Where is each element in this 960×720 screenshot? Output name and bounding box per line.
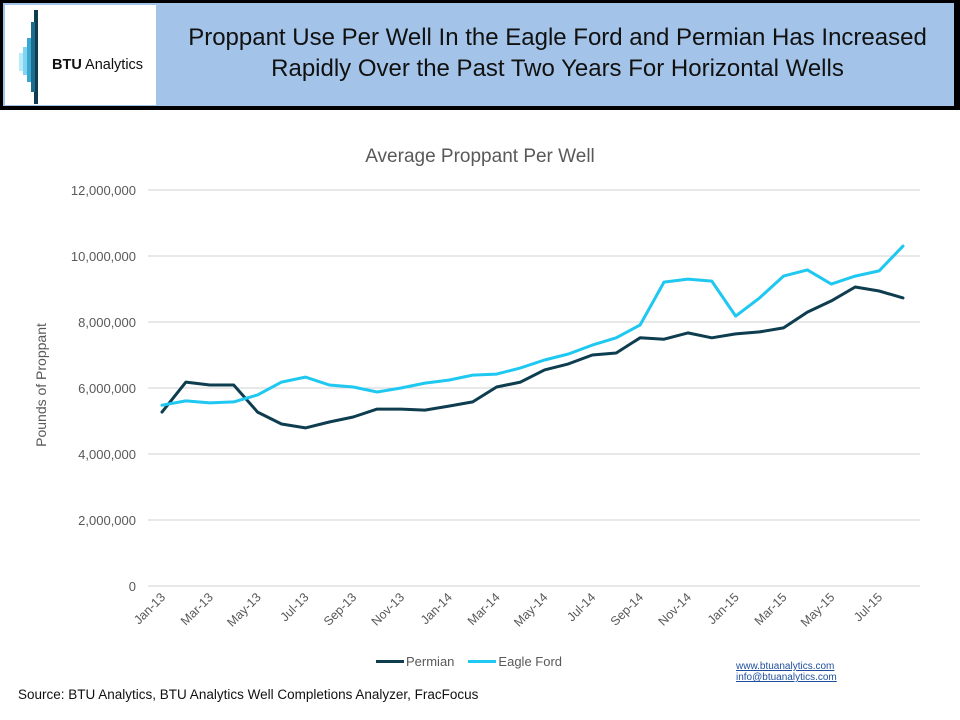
x-tick-label: Sep-14 bbox=[608, 590, 646, 628]
logo-text-rest: Analytics bbox=[81, 57, 144, 73]
legend-label-permian: Permian bbox=[406, 654, 455, 669]
x-tick-label: Nov-14 bbox=[656, 590, 694, 628]
legend-swatch-permian bbox=[376, 660, 404, 663]
logo-text: BTU Analytics bbox=[52, 57, 143, 73]
x-tick-label: May-15 bbox=[798, 590, 837, 629]
series-line-eagle-ford bbox=[160, 244, 905, 407]
website-link[interactable]: www.btuanalytics.com bbox=[736, 661, 835, 672]
legend-swatch-eagle-ford bbox=[468, 660, 497, 663]
x-tick-label: Jan-15 bbox=[705, 590, 742, 627]
x-tick-label: May-14 bbox=[511, 590, 550, 629]
logo-bar-3 bbox=[23, 47, 27, 75]
header-background bbox=[3, 3, 957, 106]
logo-bar-4 bbox=[19, 53, 23, 71]
x-tick-label: Jan-13 bbox=[131, 590, 168, 627]
x-tick-label: Mar-15 bbox=[752, 590, 790, 628]
legend-item-permian: Permian bbox=[376, 654, 454, 669]
x-tick-label: Jul-14 bbox=[564, 590, 598, 624]
y-tick-label: 10,000,000 bbox=[71, 249, 136, 264]
source-note: Source: BTU Analytics, BTU Analytics Wel… bbox=[18, 687, 479, 702]
logo-bar-1 bbox=[31, 22, 35, 92]
gridlines bbox=[148, 189, 920, 587]
y-tick-label: 0 bbox=[129, 579, 136, 594]
email-link[interactable]: info@btuanalytics.com bbox=[736, 672, 837, 683]
logo-bar-0 bbox=[34, 10, 38, 104]
logo-bar-2 bbox=[27, 38, 31, 82]
contact-links: www.btuanalytics.com info@btuanalytics.c… bbox=[736, 661, 837, 683]
y-axis-ticks: 0 2,000,000 4,000,000 6,000,000 8,000,000 10,… bbox=[71, 183, 136, 594]
x-axis-ticks: Jan-13 Mar-13 May-13 Jul-13 Sep-13 Nov-13 Jan-… bbox=[131, 590, 885, 629]
x-tick-label: Nov-13 bbox=[369, 590, 407, 628]
x-tick-label: Sep-13 bbox=[321, 590, 359, 628]
y-tick-label: 8,000,000 bbox=[78, 315, 136, 330]
series-lines bbox=[160, 244, 905, 430]
legend: Permian Eagle Ford bbox=[376, 654, 562, 669]
y-tick-label: 12,000,000 bbox=[71, 183, 136, 198]
y-tick-label: 2,000,000 bbox=[78, 513, 136, 528]
logo-text-bold: BTU bbox=[52, 57, 82, 73]
legend-label-eagle-ford: Eagle Ford bbox=[498, 654, 563, 669]
y-tick-label: 6,000,000 bbox=[78, 381, 136, 396]
x-tick-label: Jul-15 bbox=[851, 590, 885, 624]
x-tick-label: Jan-14 bbox=[418, 590, 455, 627]
page-title: Proppant Use Per Well In the Eagle Ford … bbox=[160, 22, 955, 84]
x-tick-label: May-13 bbox=[224, 590, 263, 629]
x-tick-label: Mar-13 bbox=[178, 590, 216, 628]
logo: BTU Analytics bbox=[5, 5, 156, 105]
y-tick-label: 4,000,000 bbox=[78, 447, 136, 462]
legend-item-eagle-ford: Eagle Ford bbox=[468, 654, 562, 669]
logo-bars-icon bbox=[19, 10, 38, 104]
chart-title: Average Proppant Per Well bbox=[365, 146, 595, 167]
series-line-permian bbox=[160, 285, 905, 430]
header-banner: BTU Analytics Proppant Use Per Well In t… bbox=[0, 0, 960, 110]
x-tick-label: Jul-13 bbox=[278, 590, 312, 624]
page-title-line-1: Proppant Use Per Well In the Eagle Ford … bbox=[188, 24, 927, 51]
y-axis-label: Pounds of Proppant bbox=[33, 323, 49, 447]
page-title-line-2: Rapidly Over the Past Two Years For Hori… bbox=[271, 55, 844, 82]
x-tick-label: Mar-14 bbox=[465, 590, 503, 628]
